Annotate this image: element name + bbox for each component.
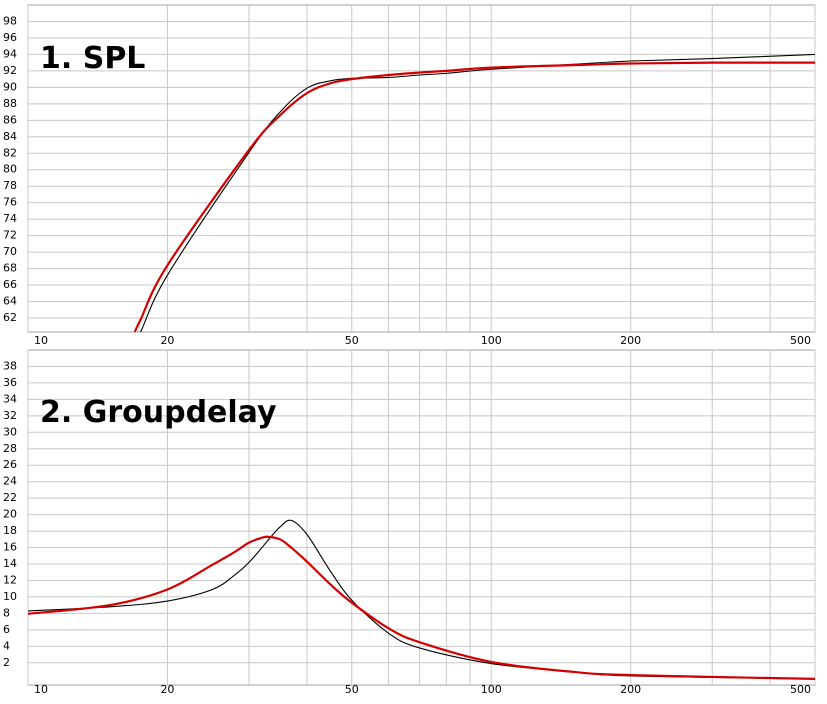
chart-panel: 62 64 66 68 70 72 74 76 78 80 82 84 86 88 90 92 94 96 98 10… [3,4,816,347]
x-tick-label: 10 [34,334,48,347]
curves [28,519,815,681]
y-tick-label: 34 [3,392,17,405]
y-tick-label: 14 [3,557,17,570]
y-tick-label: 4 [3,639,10,652]
x-tick-label: 50 [345,683,359,696]
y-tick-label: 68 [3,262,17,275]
y-tick-label: 92 [3,64,17,77]
x-tick-label: 100 [481,334,502,347]
y-tick-label: 10 [3,590,17,603]
y-tick-label: 12 [3,573,17,586]
y-tick-label: 36 [3,376,17,389]
y-tick-label: 74 [3,212,17,225]
y-tick-label: 98 [3,14,17,27]
y-tick-label: 16 [3,541,17,554]
y-tick-label: 8 [3,606,10,619]
y-tick-label: 32 [3,409,17,422]
y-tick-label: 80 [3,163,17,176]
y-tick-label: 38 [3,359,17,372]
x-tick-label: 10 [34,683,48,696]
y-tick-label: 70 [3,245,17,258]
x-tick-label: 200 [620,334,641,347]
y-tick-label: 78 [3,179,17,192]
x-tick-label: 20 [160,683,174,696]
y-tick-label: 2 [3,656,10,669]
chart-title: 1. SPL [40,41,145,76]
y-tick-label: 90 [3,80,17,93]
curve [139,53,815,332]
y-tick-label: 96 [3,31,17,44]
chart-title: 2. Groupdelay [40,395,277,430]
y-tick-label: 88 [3,97,17,110]
x-tick-label: 50 [345,334,359,347]
curve [133,61,815,332]
y-tick-label: 86 [3,113,17,126]
y-tick-label: 24 [3,475,17,488]
x-tick-label: 500 [790,334,811,347]
y-tick-label: 84 [3,130,17,143]
y-tick-label: 82 [3,146,17,159]
x-tick-label: 200 [620,683,641,696]
y-tick-label: 72 [3,229,17,242]
y-tick-label: 64 [3,295,17,308]
x-tick-label: 20 [160,334,174,347]
y-tick-label: 30 [3,425,17,438]
y-tick-label: 94 [3,47,17,60]
curves [133,53,815,332]
y-tick-label: 22 [3,491,17,504]
y-tick-label: 18 [3,524,17,537]
y-tick-label: 6 [3,623,10,636]
curve [28,535,815,681]
x-tick-label: 500 [790,683,811,696]
y-tick-label: 26 [3,458,17,471]
y-tick-label: 62 [3,311,17,324]
plot-area [27,349,816,686]
y-tick-label: 66 [3,278,17,291]
y-tick-label: 76 [3,196,17,209]
y-tick-label: 28 [3,442,17,455]
x-tick-label: 100 [481,683,502,696]
y-tick-label: 20 [3,508,17,521]
